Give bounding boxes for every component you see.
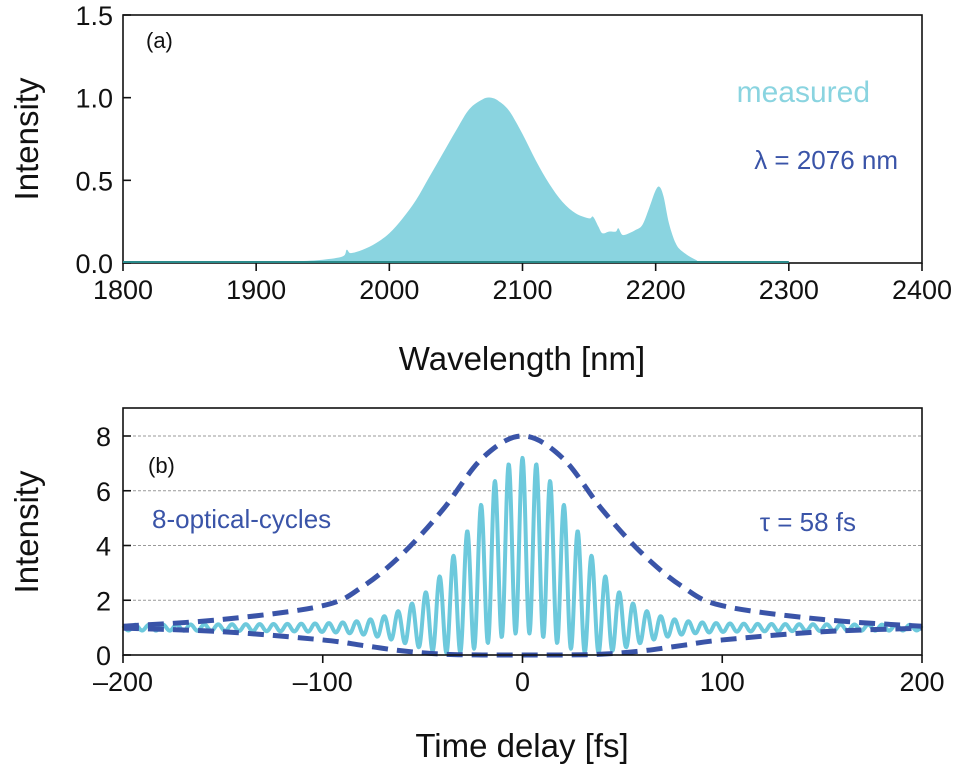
x-tick-label: 2100 — [492, 275, 552, 305]
x-tick-label: 2200 — [626, 275, 686, 305]
panel-b-label: (b) — [148, 453, 175, 478]
measured-spectrum-area — [123, 97, 922, 264]
x-tick-label: 0 — [515, 667, 530, 697]
y-tick-label: 1.5 — [75, 1, 113, 31]
panel-b-y-axis-title: Intensity — [8, 470, 45, 593]
panel-b-y-ticks: 0 2 4 6 8 — [96, 422, 131, 671]
y-tick-label: 2 — [96, 586, 111, 616]
autocorrelation-trace — [121, 455, 924, 655]
y-tick-label: 4 — [96, 532, 111, 562]
panel-b-gridlines — [123, 435, 922, 601]
x-tick-label: –200 — [93, 667, 153, 697]
measured-label: measured — [737, 76, 870, 109]
y-tick-label: 0 — [96, 641, 111, 671]
y-tick-label: 1.0 — [75, 84, 113, 114]
lower-envelope-dashed — [122, 625, 923, 658]
center-wavelength-label: λ = 2076 nm — [754, 145, 898, 175]
x-tick-label: 2300 — [759, 275, 819, 305]
panel-b-x-axis-title: Time delay [fs] — [415, 727, 628, 764]
x-tick-label: 1800 — [93, 275, 153, 305]
panel-a-label: (a) — [146, 28, 173, 53]
panel-a-y-ticks: 0.0 0.5 1.0 1.5 — [75, 1, 131, 279]
y-tick-label: 8 — [96, 422, 111, 452]
x-tick-label: 2400 — [892, 275, 952, 305]
y-tick-label: 0.0 — [75, 249, 113, 279]
optical-cycles-label: 8-optical-cycles — [152, 504, 331, 534]
panel-b-x-ticks: –200 –100 0 100 200 — [93, 655, 945, 697]
upper-envelope-dashed — [122, 433, 923, 629]
x-tick-label: –100 — [293, 667, 353, 697]
panel-b-autocorrelation: –200 –100 0 100 200 0 2 4 6 8 (b) 8-optical-cycl… — [8, 407, 945, 764]
pulse-duration-label: τ = 58 fs — [760, 507, 856, 537]
x-tick-label: 100 — [700, 667, 745, 697]
panel-a-spectrum: 1800 1900 2000 2100 2200 2300 2400 0.0 0.5 1.0 1.… — [8, 1, 952, 377]
y-tick-label: 0.5 — [75, 166, 113, 196]
x-tick-label: 1900 — [226, 275, 286, 305]
y-tick-label: 6 — [96, 477, 111, 507]
x-tick-label: 200 — [899, 667, 944, 697]
x-tick-label: 2000 — [359, 275, 419, 305]
panel-a-x-ticks: 1800 1900 2000 2100 2200 2300 2400 — [93, 263, 952, 305]
panel-a-y-axis-title: Intensity — [8, 77, 45, 200]
panel-a-x-axis-title: Wavelength [nm] — [399, 340, 645, 377]
